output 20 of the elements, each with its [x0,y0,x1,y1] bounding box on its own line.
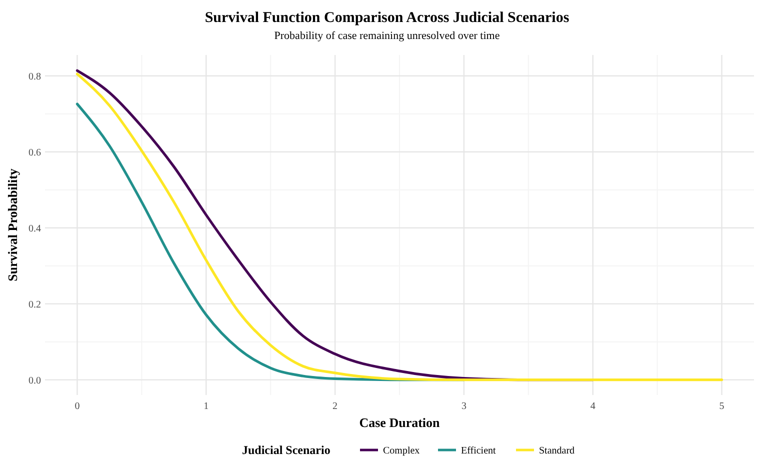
chart-subtitle: Probability of case remaining unresolved over time [274,30,500,42]
line-series [76,72,724,382]
legend-title: Judicial Scenario [242,443,330,457]
y-axis-title: Survival Probability [5,168,20,282]
y-tick-label: 0.8 [28,71,41,82]
legend-label: Standard [539,446,575,456]
chart-title: Survival Function Comparison Across Judicial Scenarios [204,10,570,26]
y-tick-label: 0.4 [28,223,41,234]
x-axis-title: Case Duration [359,415,441,430]
x-tick-label: 4 [590,401,596,412]
x-tick-label: 5 [719,401,724,412]
y-tick-label: 0.2 [28,299,41,310]
legend-label: Complex [383,446,420,456]
x-tick-label: 3 [461,401,466,412]
legend-label: Efficient [461,446,496,456]
x-tick-label: 0 [74,401,80,412]
y-tick-label: 0.0 [28,375,41,386]
y-tick-label: 0.6 [28,147,41,158]
x-tick-label: 1 [204,401,209,412]
x-tick-label: 2 [332,401,338,412]
